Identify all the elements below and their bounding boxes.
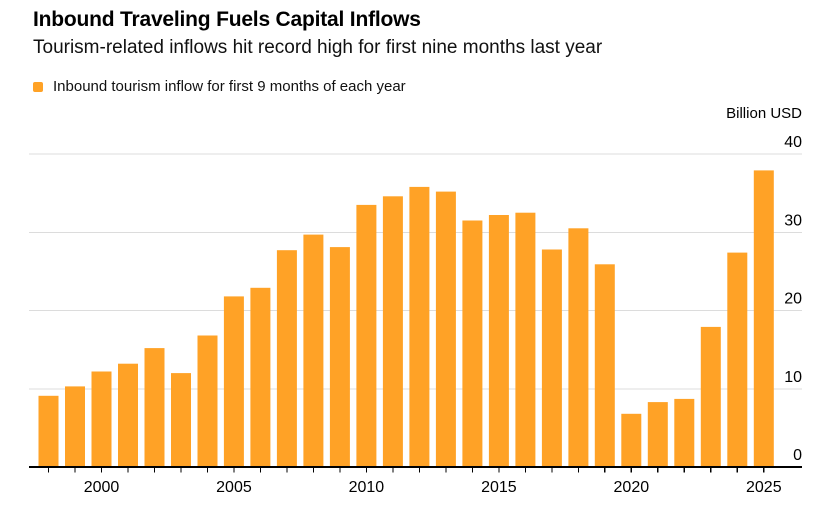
x-tick-label-2015: 2015 [481, 479, 517, 496]
bar-2019 [594, 264, 615, 467]
legend-label: Inbound tourism inflow for first 9 month… [53, 78, 406, 95]
bar-2004 [197, 335, 218, 467]
bar-chart: 0 10 20 30 40 2000 2005 2010 2015 2020 2025 [29, 134, 802, 496]
bar-2009 [329, 247, 350, 467]
bar-2014 [462, 220, 483, 467]
chart-title: Inbound Traveling Fuels Capital Inflows [33, 8, 421, 31]
bar-2011 [382, 196, 403, 468]
bar-2023 [700, 326, 721, 467]
y-tick-label-10: 10 [784, 369, 802, 386]
bar-1999 [65, 386, 85, 467]
bar-2007 [276, 250, 297, 467]
bar-2024 [727, 252, 748, 467]
bar-2003 [171, 373, 191, 467]
bar-2000 [91, 371, 112, 467]
y-axis-unit-label: Billion USD [726, 105, 802, 122]
y-tick-label-30: 30 [784, 212, 802, 229]
x-tick-label-2020: 2020 [614, 479, 650, 496]
bar-2008 [303, 234, 324, 467]
legend: Inbound tourism inflow for first 9 month… [33, 78, 406, 95]
bar-2006 [250, 287, 271, 467]
bar-2021 [647, 402, 668, 467]
bar-1998 [38, 395, 59, 467]
x-tick-label-2025: 2025 [746, 479, 782, 496]
bar-2012 [409, 186, 430, 467]
bar-2005 [223, 296, 244, 467]
y-tick-label-0: 0 [793, 447, 802, 464]
bar-2015 [488, 215, 509, 467]
bar-2017 [541, 249, 562, 467]
bar-2025 [753, 170, 774, 467]
bar-2002 [144, 348, 165, 467]
y-tick-label-20: 20 [784, 291, 802, 308]
bar-2013 [435, 191, 456, 467]
bar-2016 [515, 212, 536, 467]
chart-subtitle: Tourism-related inflows hit record high … [33, 37, 603, 58]
bar-2001 [118, 363, 138, 467]
bar-2018 [568, 228, 589, 467]
x-tick-label-2005: 2005 [216, 479, 252, 496]
bar-2022 [674, 398, 695, 467]
x-tick-label-2010: 2010 [349, 479, 385, 496]
y-tick-label-40: 40 [784, 134, 802, 151]
legend-swatch-icon [33, 81, 43, 92]
bar-2010 [356, 204, 377, 467]
bar-2020 [621, 413, 642, 467]
x-tick-label-2000: 2000 [84, 479, 120, 496]
